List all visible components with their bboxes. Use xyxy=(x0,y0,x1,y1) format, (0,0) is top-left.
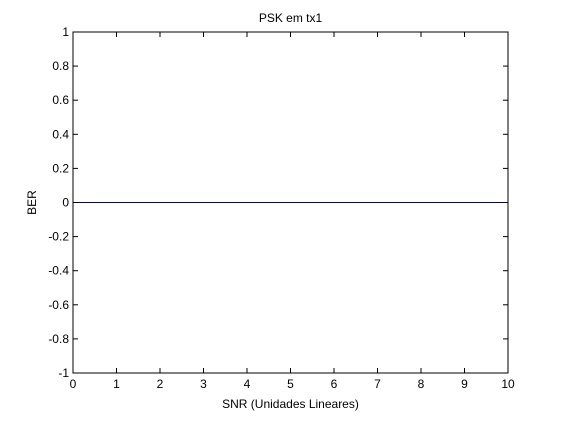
x-tick-label: 2 xyxy=(157,377,164,391)
x-tick-label: 7 xyxy=(374,377,381,391)
y-tick-label: 0.8 xyxy=(52,59,69,73)
y-tick-label: -1 xyxy=(58,366,69,380)
y-tick-label: 0.6 xyxy=(52,93,69,107)
x-tick-label: 1 xyxy=(113,377,120,391)
x-tick-label: 5 xyxy=(287,377,294,391)
x-tick-label: 8 xyxy=(418,377,425,391)
y-tick-label: 1 xyxy=(62,25,69,39)
y-tick-label: 0.2 xyxy=(52,161,69,175)
y-tick-label: 0 xyxy=(62,196,69,210)
chart-title: PSK em tx1 xyxy=(259,11,323,25)
x-tick-label: 10 xyxy=(501,377,515,391)
y-tick-label: -0.6 xyxy=(48,298,69,312)
y-tick-label: -0.8 xyxy=(48,332,69,346)
x-tick-label: 3 xyxy=(200,377,207,391)
y-axis-title: BER xyxy=(25,190,39,215)
y-tick-label: -0.4 xyxy=(48,264,69,278)
y-tick-label: 0.4 xyxy=(52,127,69,141)
x-tick-label: 6 xyxy=(331,377,338,391)
ticks-layer: 0 1 2 3 4 5 6 7 8 9 10 -1 -0.8 -0.6 -0.4 -0.2 0 0.2 0.4 0.6… xyxy=(48,25,515,391)
x-axis-title: SNR (Unidades Lineares) xyxy=(222,397,359,411)
y-tick-label: -0.2 xyxy=(48,230,69,244)
x-tick-label: 4 xyxy=(244,377,251,391)
x-tick-label: 9 xyxy=(461,377,468,391)
x-tick-label: 0 xyxy=(70,377,77,391)
plot-frame xyxy=(72,31,509,374)
